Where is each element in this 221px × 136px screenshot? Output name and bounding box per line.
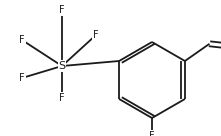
Text: F: F xyxy=(59,93,65,103)
Text: F: F xyxy=(19,35,25,45)
Text: S: S xyxy=(58,61,66,71)
Text: F: F xyxy=(59,5,65,15)
Text: F: F xyxy=(93,30,99,40)
Text: F: F xyxy=(149,131,155,136)
Text: F: F xyxy=(19,73,25,83)
